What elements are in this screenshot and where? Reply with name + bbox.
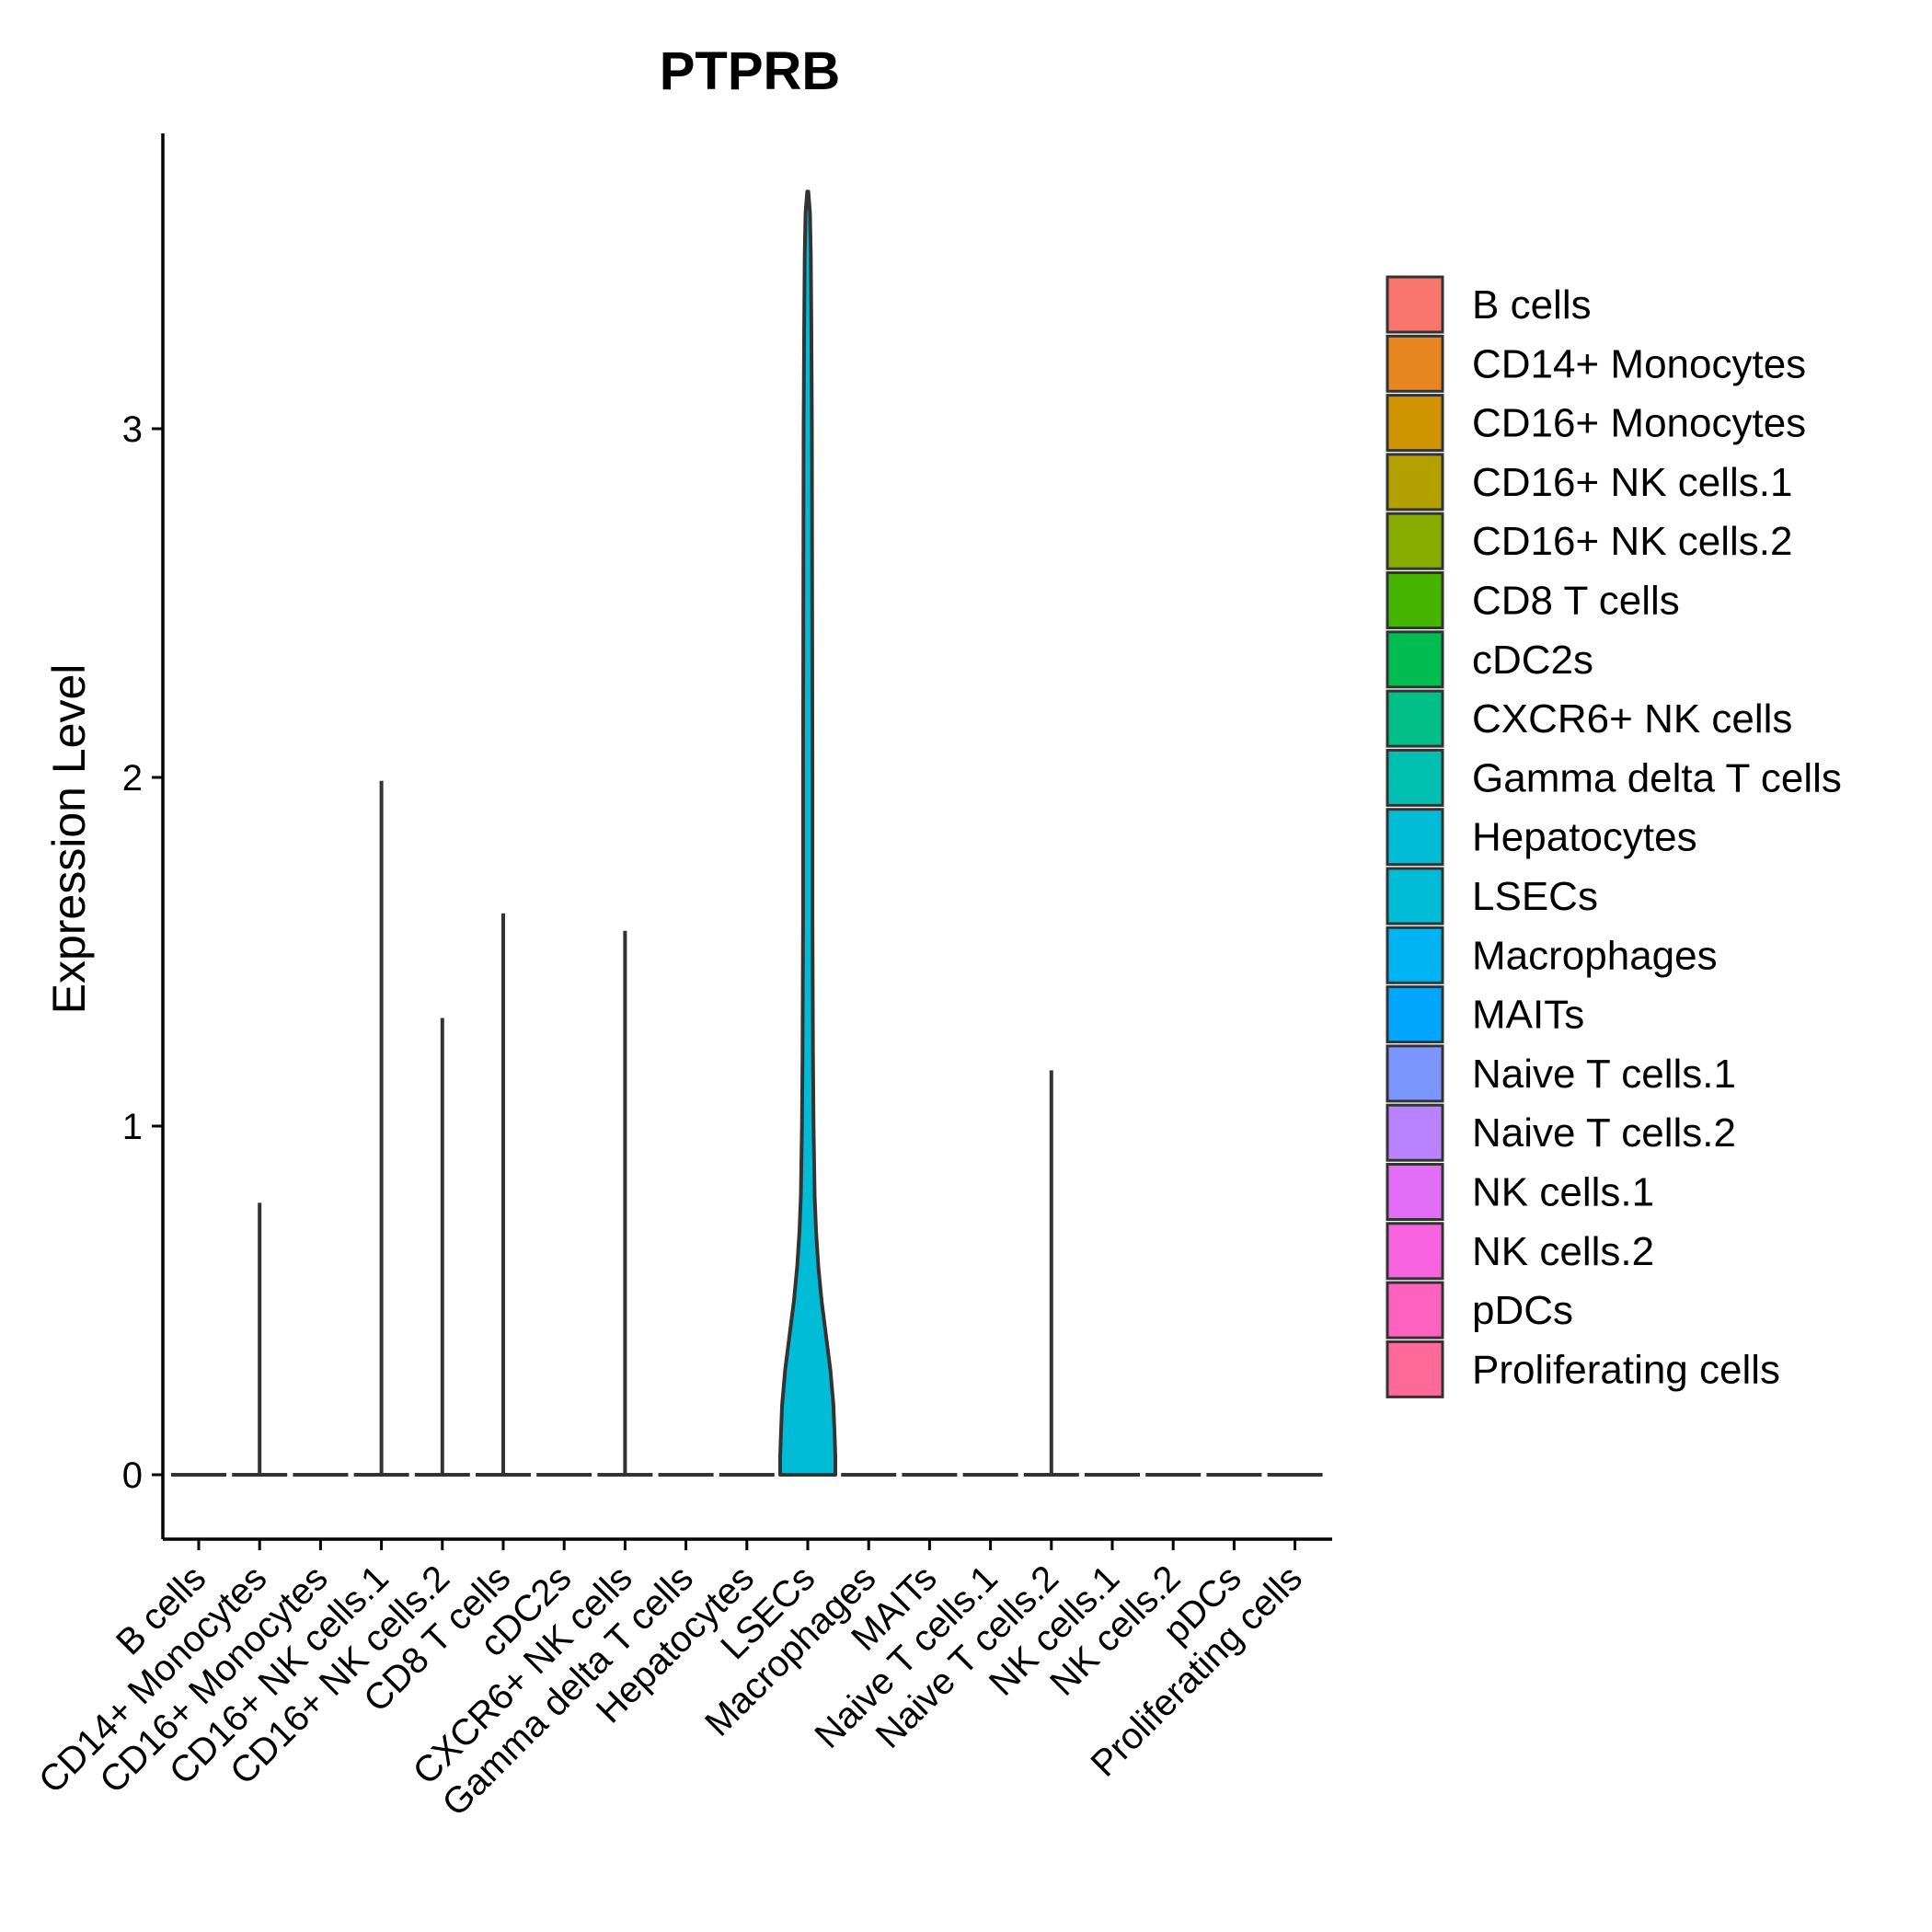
legend-label: Naive T cells.1 [1472, 1052, 1736, 1097]
legend-key [1386, 689, 1444, 748]
legend-label: CD16+ Monocytes [1472, 401, 1806, 446]
legend-key [1386, 394, 1444, 453]
legend-key [1386, 512, 1444, 570]
legend-label: Macrophages [1472, 933, 1718, 978]
legend-label: Gamma delta T cells [1472, 755, 1842, 800]
legend-key [1386, 1222, 1444, 1281]
legend-label: MAITs [1472, 993, 1584, 1038]
violin-lsecs [778, 190, 837, 1477]
legend-key [1386, 808, 1444, 867]
violin-cd16-nk-cells-2 [414, 1018, 470, 1477]
legend-key [1386, 334, 1444, 393]
violin-cd14-monocytes [232, 1202, 288, 1477]
legend-key [1386, 1163, 1444, 1221]
legend-key [1386, 926, 1444, 984]
legend-key [1386, 1103, 1444, 1162]
legend-label: LSECs [1472, 874, 1598, 919]
legend-label: NK cells.1 [1472, 1170, 1654, 1215]
legend-label: CD8 T cells [1472, 579, 1680, 624]
violin-naive-t-cells-2 [1023, 1070, 1079, 1477]
legend-key [1386, 571, 1444, 629]
legend-key [1386, 985, 1444, 1044]
legend-label: CD14+ Monocytes [1472, 341, 1806, 386]
legend-key [1386, 630, 1444, 689]
legend-label: Naive T cells.2 [1472, 1110, 1736, 1156]
violin-cd16-nk-cells-1 [353, 780, 409, 1477]
legend-key [1386, 453, 1444, 512]
violins [171, 190, 1323, 1477]
chart-title: PTPRB [660, 41, 841, 101]
legend-label: CD16+ NK cells.2 [1472, 519, 1792, 564]
legend-key [1386, 1044, 1444, 1103]
legend-label: Proliferating cells [1472, 1347, 1780, 1392]
y-axis-title: Expression Level [43, 664, 95, 1015]
y-tick-label: 3 [122, 409, 143, 450]
legend-label: cDC2s [1472, 638, 1593, 683]
legend-key [1386, 1281, 1444, 1340]
legend-label: CXCR6+ NK cells [1472, 696, 1792, 742]
violin-cxcr6-nk-cells [597, 930, 653, 1477]
legend-key [1386, 1340, 1444, 1398]
y-tick-label: 0 [122, 1455, 143, 1496]
legend-key [1386, 275, 1444, 334]
legend: B cells CD14+ Monocytes CD16+ Monocytes CD1… [1386, 275, 1842, 1398]
y-axis: 0 1 2 3 [122, 133, 165, 1539]
legend-key [1386, 748, 1444, 807]
legend-key [1386, 867, 1444, 926]
y-tick-label: 2 [122, 758, 143, 799]
y-tick-label: 1 [122, 1107, 143, 1147]
violin-cd8-t-cells [476, 913, 531, 1477]
legend-label: CD16+ NK cells.1 [1472, 460, 1792, 505]
legend-label: Hepatocytes [1472, 815, 1697, 860]
legend-label: NK cells.2 [1472, 1229, 1654, 1274]
legend-label: B cells [1472, 282, 1592, 328]
legend-label: pDCs [1472, 1288, 1573, 1333]
